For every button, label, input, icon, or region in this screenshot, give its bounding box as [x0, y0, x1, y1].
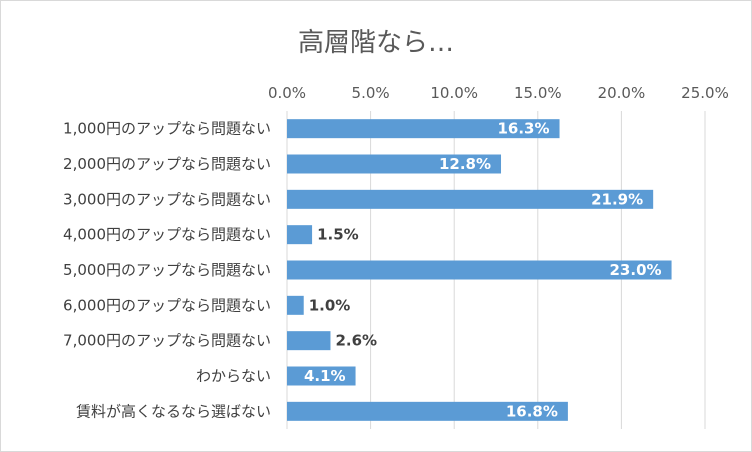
category-label: 賃料が高くなるなら選ばない: [76, 402, 271, 420]
bar: [287, 331, 331, 351]
data-label: 4.1%: [304, 367, 346, 385]
x-tick-label: 15.0%: [514, 84, 562, 102]
bar: [287, 366, 356, 386]
category-label: 7,000円のアップなら問題ない: [63, 332, 271, 350]
data-label: 21.9%: [591, 190, 643, 208]
data-label: 16.3%: [497, 120, 549, 138]
data-label: 1.0%: [309, 296, 351, 314]
bar: [287, 154, 502, 174]
data-label: 1.5%: [317, 226, 359, 244]
bar: [287, 189, 654, 209]
x-tick-label: 10.0%: [430, 84, 478, 102]
category-label: 1,000円のアップなら問題ない: [63, 120, 271, 138]
bar: [287, 401, 568, 421]
category-label: わからない: [196, 367, 271, 385]
category-label: 2,000円のアップなら問題ない: [63, 155, 271, 173]
data-labels: 16.3% 12.8% 21.9% 1.5% 23.0% 1.0% 2.6% 4.1% 16.8…: [304, 120, 662, 421]
bars: [287, 119, 672, 421]
bar: [287, 295, 304, 315]
category-labels: 1,000円のアップなら問題ない 2,000円のアップなら問題ない 3,000円のア…: [63, 120, 271, 421]
bar: [287, 119, 560, 139]
x-tick-label: 0.0%: [268, 84, 306, 102]
data-label: 16.8%: [506, 402, 558, 420]
x-tick-label: 20.0%: [598, 84, 646, 102]
x-axis-ticks: 0.0% 5.0% 10.0% 15.0% 20.0% 25.0%: [268, 84, 729, 102]
data-label: 2.6%: [335, 332, 377, 350]
x-tick-label: 25.0%: [681, 84, 729, 102]
bar: [287, 260, 672, 280]
category-label: 6,000円のアップなら問題ない: [63, 296, 271, 314]
category-label: 5,000円のアップなら問題ない: [63, 261, 271, 279]
category-label: 4,000円のアップなら問題ない: [63, 226, 271, 244]
category-label: 3,000円のアップなら問題ない: [63, 190, 271, 208]
data-label: 12.8%: [439, 155, 491, 173]
data-label: 23.0%: [610, 261, 662, 279]
chart-title: 高層階なら…: [298, 28, 454, 58]
x-tick-label: 5.0%: [352, 84, 390, 102]
bar: [287, 225, 313, 245]
